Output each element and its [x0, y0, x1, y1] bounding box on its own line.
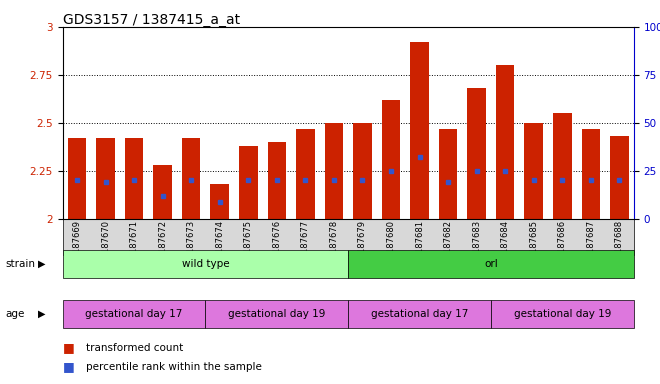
Bar	[467, 88, 486, 219]
Bar	[581, 129, 600, 219]
Bar	[610, 136, 628, 219]
Text: age: age	[5, 309, 24, 319]
Text: wild type: wild type	[182, 259, 229, 269]
Text: orl: orl	[484, 259, 498, 269]
Bar	[267, 142, 286, 219]
Text: gestational day 17: gestational day 17	[371, 309, 468, 319]
Text: strain: strain	[5, 259, 35, 269]
Bar	[496, 65, 514, 219]
Text: percentile rank within the sample: percentile rank within the sample	[86, 362, 261, 372]
Bar	[381, 100, 400, 219]
Text: ▶: ▶	[38, 259, 45, 269]
Text: transformed count: transformed count	[86, 343, 183, 353]
Bar	[211, 184, 229, 219]
Text: ▶: ▶	[38, 309, 45, 319]
Bar	[353, 123, 372, 219]
Bar	[239, 146, 257, 219]
Bar	[96, 138, 115, 219]
Text: gestational day 17: gestational day 17	[85, 309, 183, 319]
Bar	[439, 129, 457, 219]
Text: gestational day 19: gestational day 19	[513, 309, 611, 319]
Bar	[525, 123, 543, 219]
Bar	[153, 165, 172, 219]
Text: ■: ■	[63, 341, 75, 354]
Text: gestational day 19: gestational day 19	[228, 309, 325, 319]
Bar	[125, 138, 143, 219]
Bar	[411, 42, 429, 219]
Text: GDS3157 / 1387415_a_at: GDS3157 / 1387415_a_at	[63, 13, 240, 27]
Bar	[182, 138, 201, 219]
Bar	[553, 113, 572, 219]
Text: ■: ■	[63, 360, 75, 373]
Bar	[296, 129, 315, 219]
Bar	[68, 138, 86, 219]
Bar	[325, 123, 343, 219]
